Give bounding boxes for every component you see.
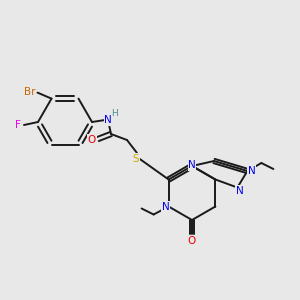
Text: F: F: [15, 120, 21, 130]
Text: O: O: [188, 236, 196, 246]
Text: Br: Br: [24, 87, 35, 97]
Text: N: N: [188, 160, 196, 170]
Text: O: O: [88, 135, 96, 145]
Text: N: N: [248, 166, 255, 176]
Text: N: N: [236, 185, 243, 196]
Text: N: N: [162, 202, 170, 212]
Text: H: H: [112, 109, 118, 118]
Text: S: S: [133, 154, 139, 164]
Text: N: N: [104, 115, 112, 125]
